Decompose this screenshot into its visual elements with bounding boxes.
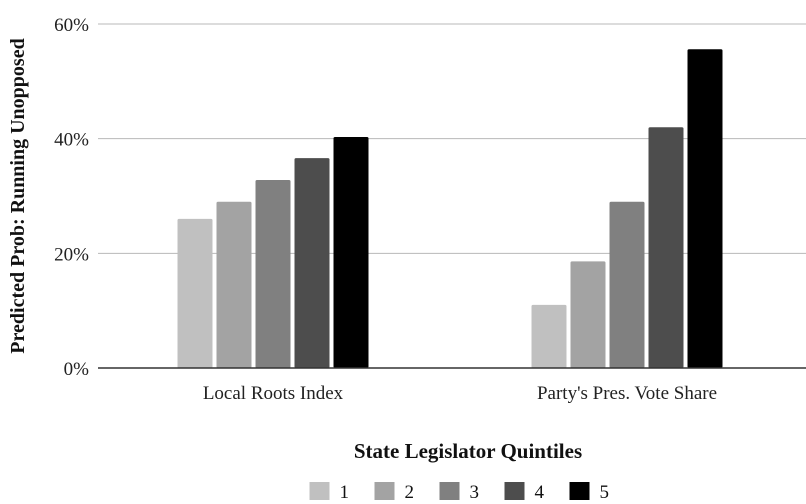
legend-label-2: 2 <box>405 482 415 503</box>
y-tick-label: 40% <box>54 130 89 151</box>
legend-label-4: 4 <box>535 482 545 503</box>
legend-title: State Legislator Quintiles <box>354 439 582 463</box>
bars <box>177 49 723 369</box>
bar-series-4 <box>294 158 330 368</box>
bar-series-4 <box>648 127 684 368</box>
y-tick-labels: 0% 20% 40% 60% <box>54 15 89 380</box>
bar-series-3 <box>255 179 291 368</box>
x-tick-label: Local Roots Index <box>203 383 344 404</box>
legend-swatch-4 <box>504 482 525 500</box>
bar-series-1 <box>177 218 213 368</box>
bar-series-2 <box>570 261 606 368</box>
x-tick-label: Party's Pres. Vote Share <box>537 383 717 404</box>
x-tick-labels: Local Roots Index Party's Pres. Vote Shar… <box>203 383 717 404</box>
bar-series-2 <box>216 201 252 368</box>
bar-series-5 <box>687 49 723 369</box>
y-axis-label: Predicted Prob: Running Unopposed <box>7 38 29 353</box>
y-tick-label: 60% <box>54 15 89 36</box>
y-tick-label: 20% <box>54 244 89 265</box>
bar-series-3 <box>609 201 645 368</box>
legend-swatch-5 <box>569 482 590 500</box>
y-tick-label: 0% <box>64 359 90 380</box>
legend-swatch-3 <box>439 482 460 500</box>
legend-label-3: 3 <box>470 482 480 503</box>
bar-series-1 <box>531 304 567 368</box>
legend-label-1: 1 <box>340 482 350 503</box>
legend-label-5: 5 <box>600 482 610 503</box>
bar-series-5 <box>333 136 369 368</box>
legend-swatch-1 <box>309 482 330 500</box>
legend-swatch-2 <box>374 482 395 500</box>
legend: 1 2 3 4 5 <box>309 482 610 503</box>
